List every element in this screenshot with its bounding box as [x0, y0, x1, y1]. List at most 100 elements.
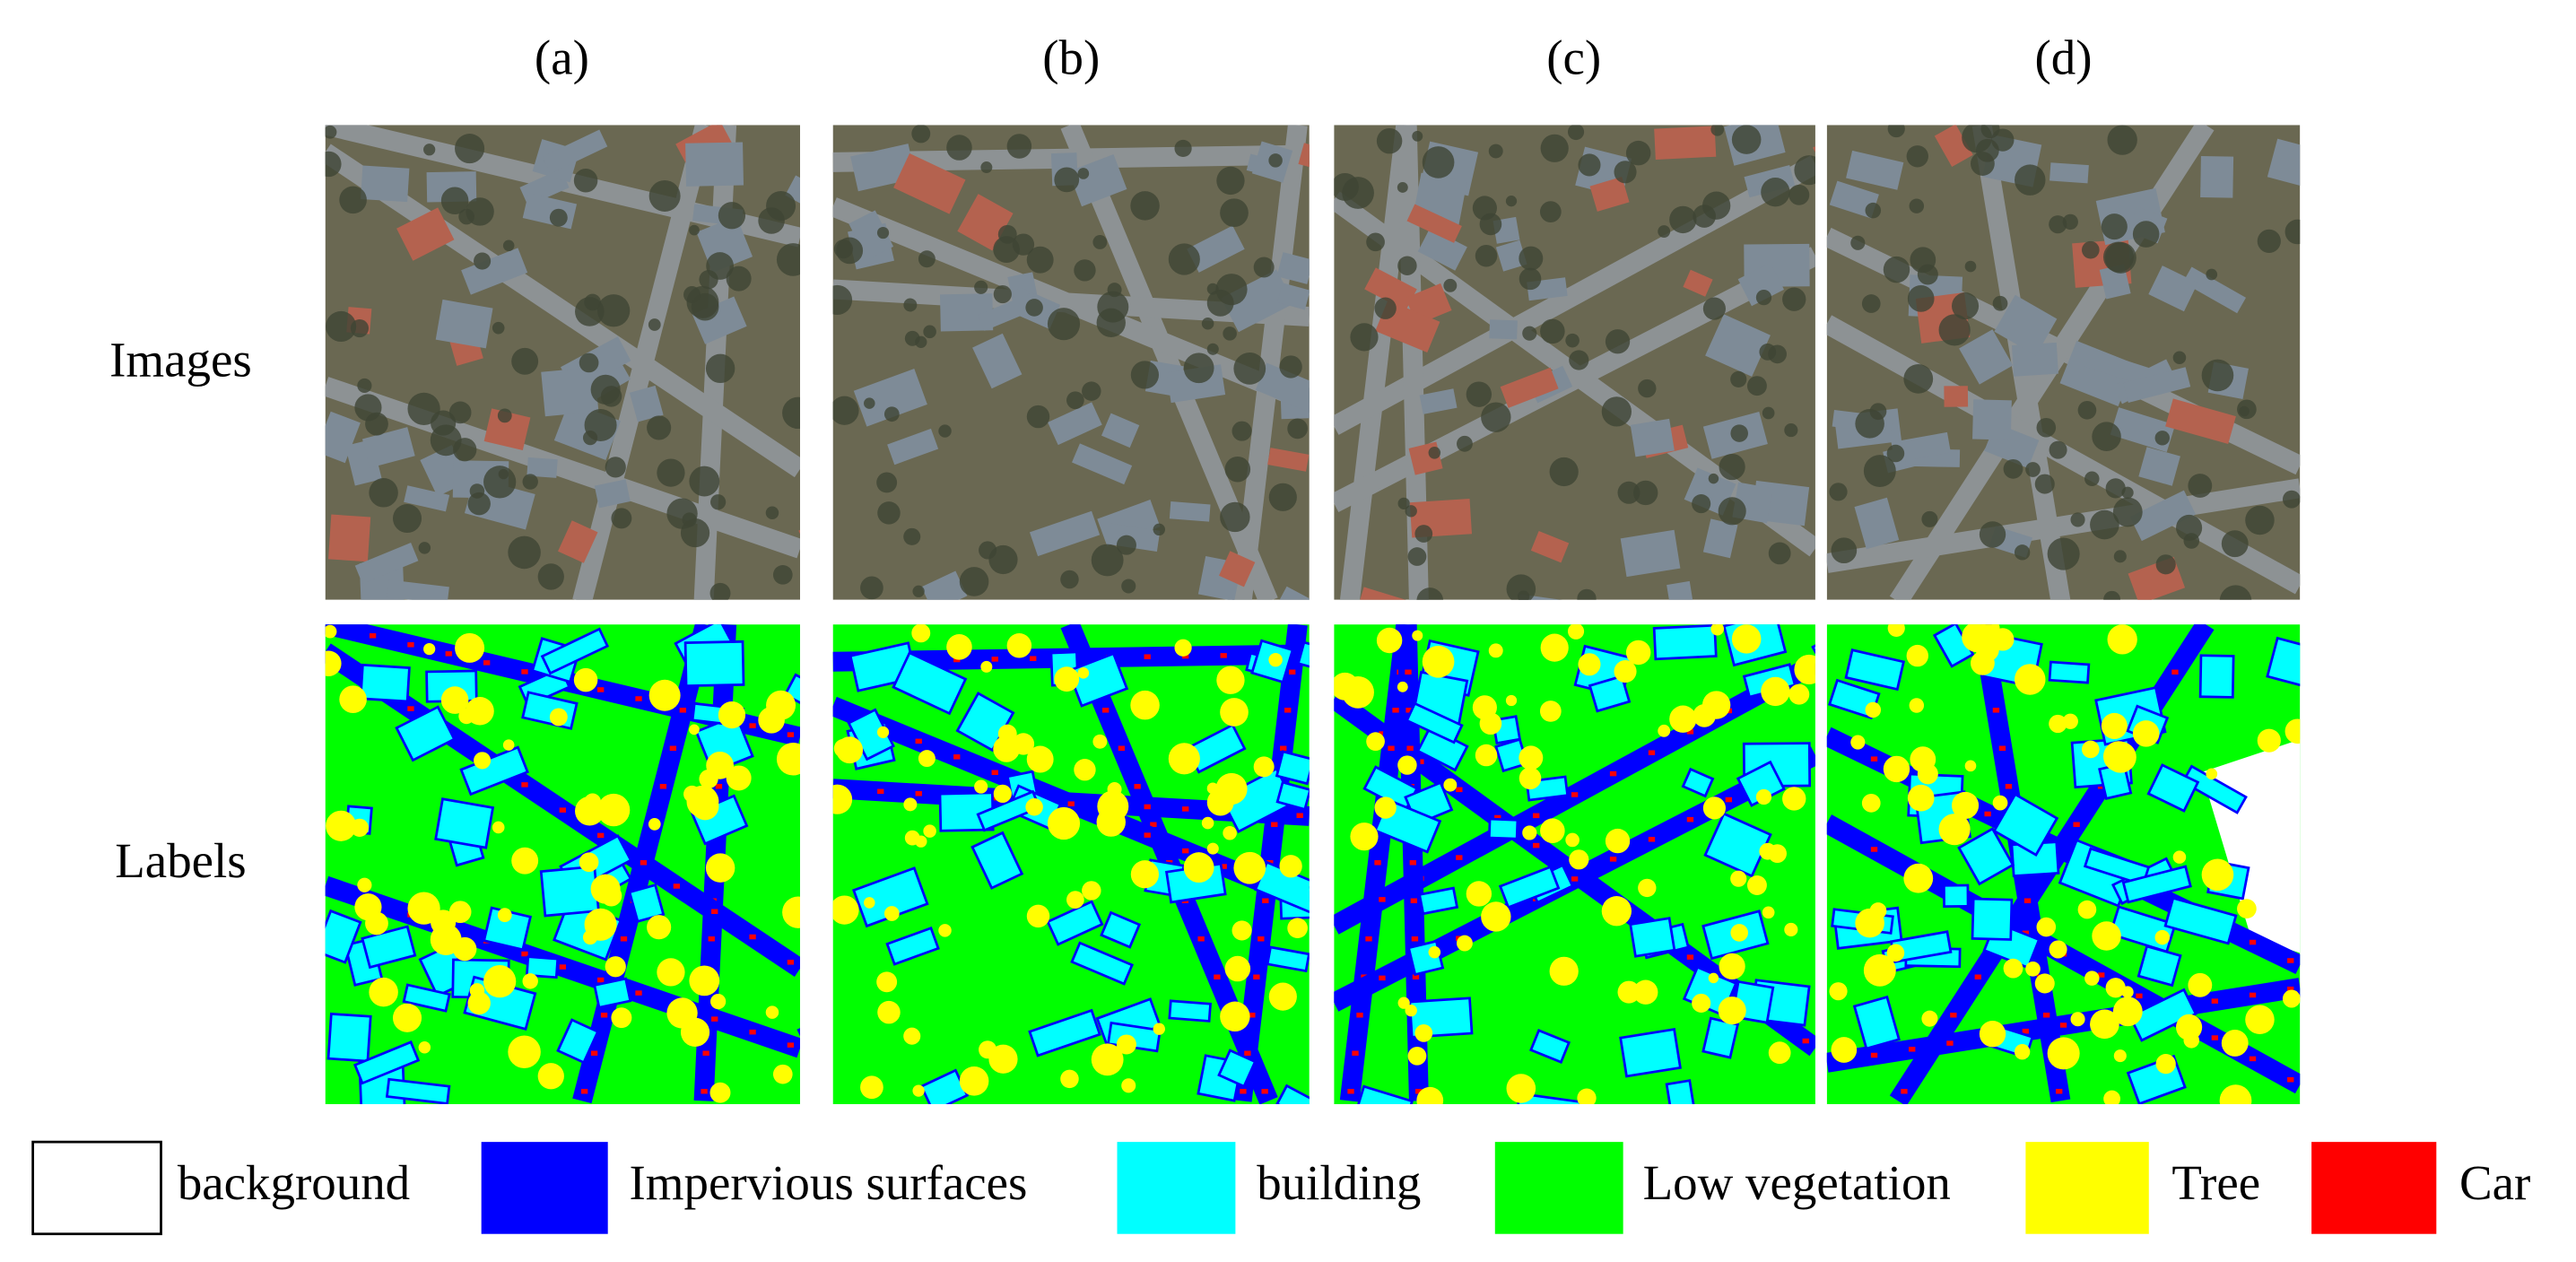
- tree: [1231, 920, 1252, 941]
- tree: [959, 567, 989, 596]
- tree: [2103, 590, 2120, 600]
- building: [1217, 1049, 1258, 1088]
- tree: [1710, 624, 1725, 636]
- tree: [611, 1007, 632, 1029]
- tree: [1116, 1034, 1136, 1055]
- tree: [1992, 795, 2008, 811]
- tree: [1788, 184, 1810, 205]
- building: [361, 427, 415, 468]
- building: [1487, 817, 1519, 840]
- car: [1414, 1088, 1423, 1094]
- road: [832, 197, 1310, 412]
- building: [1495, 239, 1527, 272]
- tree: [1658, 724, 1671, 737]
- tree: [705, 853, 735, 883]
- car: [2042, 1012, 2050, 1018]
- tree: [483, 965, 517, 998]
- tree: [2070, 1012, 2085, 1027]
- tree: [325, 151, 342, 178]
- tree: [1519, 767, 1542, 789]
- tree: [2049, 940, 2067, 959]
- row-label: Images: [109, 332, 252, 387]
- tree: [1397, 755, 1417, 775]
- car: [787, 1042, 795, 1048]
- tree: [1865, 202, 1882, 219]
- building: [1957, 827, 2015, 886]
- tree: [497, 408, 512, 423]
- building: [594, 479, 631, 509]
- building: [853, 369, 927, 427]
- tree: [1540, 318, 1565, 344]
- tree: [1887, 624, 1905, 637]
- building: [628, 883, 666, 924]
- building: [1277, 283, 1310, 310]
- label-map: [832, 624, 1310, 1105]
- car: [2073, 822, 2080, 828]
- legend-label: background: [178, 1155, 410, 1210]
- tree: [1762, 906, 1775, 919]
- tree: [1903, 363, 1934, 394]
- car: [1262, 898, 1269, 904]
- car: [715, 784, 723, 789]
- tree: [2155, 1054, 2176, 1075]
- car: [1352, 1050, 1359, 1056]
- tree: [1060, 570, 1079, 589]
- tree: [467, 492, 491, 516]
- car: [679, 708, 686, 713]
- car: [1571, 876, 1579, 882]
- tree: [709, 1082, 731, 1103]
- car: [1686, 954, 1694, 960]
- tree: [423, 642, 436, 656]
- car: [2136, 993, 2143, 999]
- tree: [1268, 483, 1297, 511]
- tree: [1522, 326, 1537, 341]
- tree: [357, 378, 372, 394]
- tree: [575, 796, 605, 826]
- tree: [2155, 554, 2176, 575]
- tree: [1731, 624, 1762, 654]
- building: [1029, 510, 1101, 557]
- building: [1737, 262, 1785, 307]
- building: [1529, 1028, 1571, 1064]
- tree: [1216, 166, 1245, 196]
- tree: [502, 739, 515, 751]
- building: [2266, 636, 2301, 689]
- car: [953, 657, 961, 663]
- building: [1844, 648, 1906, 692]
- tree: [1168, 243, 1200, 275]
- car: [1802, 1038, 1809, 1044]
- tree: [765, 506, 779, 520]
- car: [749, 934, 756, 940]
- car: [2059, 1023, 2067, 1028]
- tree: [2077, 900, 2097, 919]
- building: [1218, 551, 1256, 587]
- car: [1144, 654, 1151, 659]
- tree: [1719, 453, 1745, 481]
- building: [326, 1012, 372, 1063]
- tree: [2113, 1049, 2127, 1063]
- building: [1100, 910, 1142, 949]
- building: [1619, 1028, 1682, 1078]
- tree: [758, 707, 785, 734]
- tree: [2104, 241, 2137, 274]
- car: [1409, 860, 1416, 866]
- tree: [2092, 422, 2121, 451]
- tree: [579, 852, 599, 873]
- tree: [2219, 585, 2252, 600]
- tree: [1220, 198, 1249, 228]
- building: [483, 408, 531, 450]
- tree: [1992, 295, 2008, 311]
- building: [1500, 367, 1559, 408]
- tree: [2049, 215, 2067, 234]
- tree: [1903, 863, 1934, 893]
- car: [1144, 804, 1151, 810]
- tree: [1730, 870, 1747, 887]
- tree: [1951, 791, 1980, 819]
- tree: [2282, 989, 2301, 1008]
- car: [915, 738, 922, 744]
- panel-content: [1826, 624, 2301, 1105]
- tree: [1443, 778, 1458, 792]
- tree: [369, 478, 398, 508]
- building: [1169, 501, 1211, 522]
- building: [325, 909, 362, 964]
